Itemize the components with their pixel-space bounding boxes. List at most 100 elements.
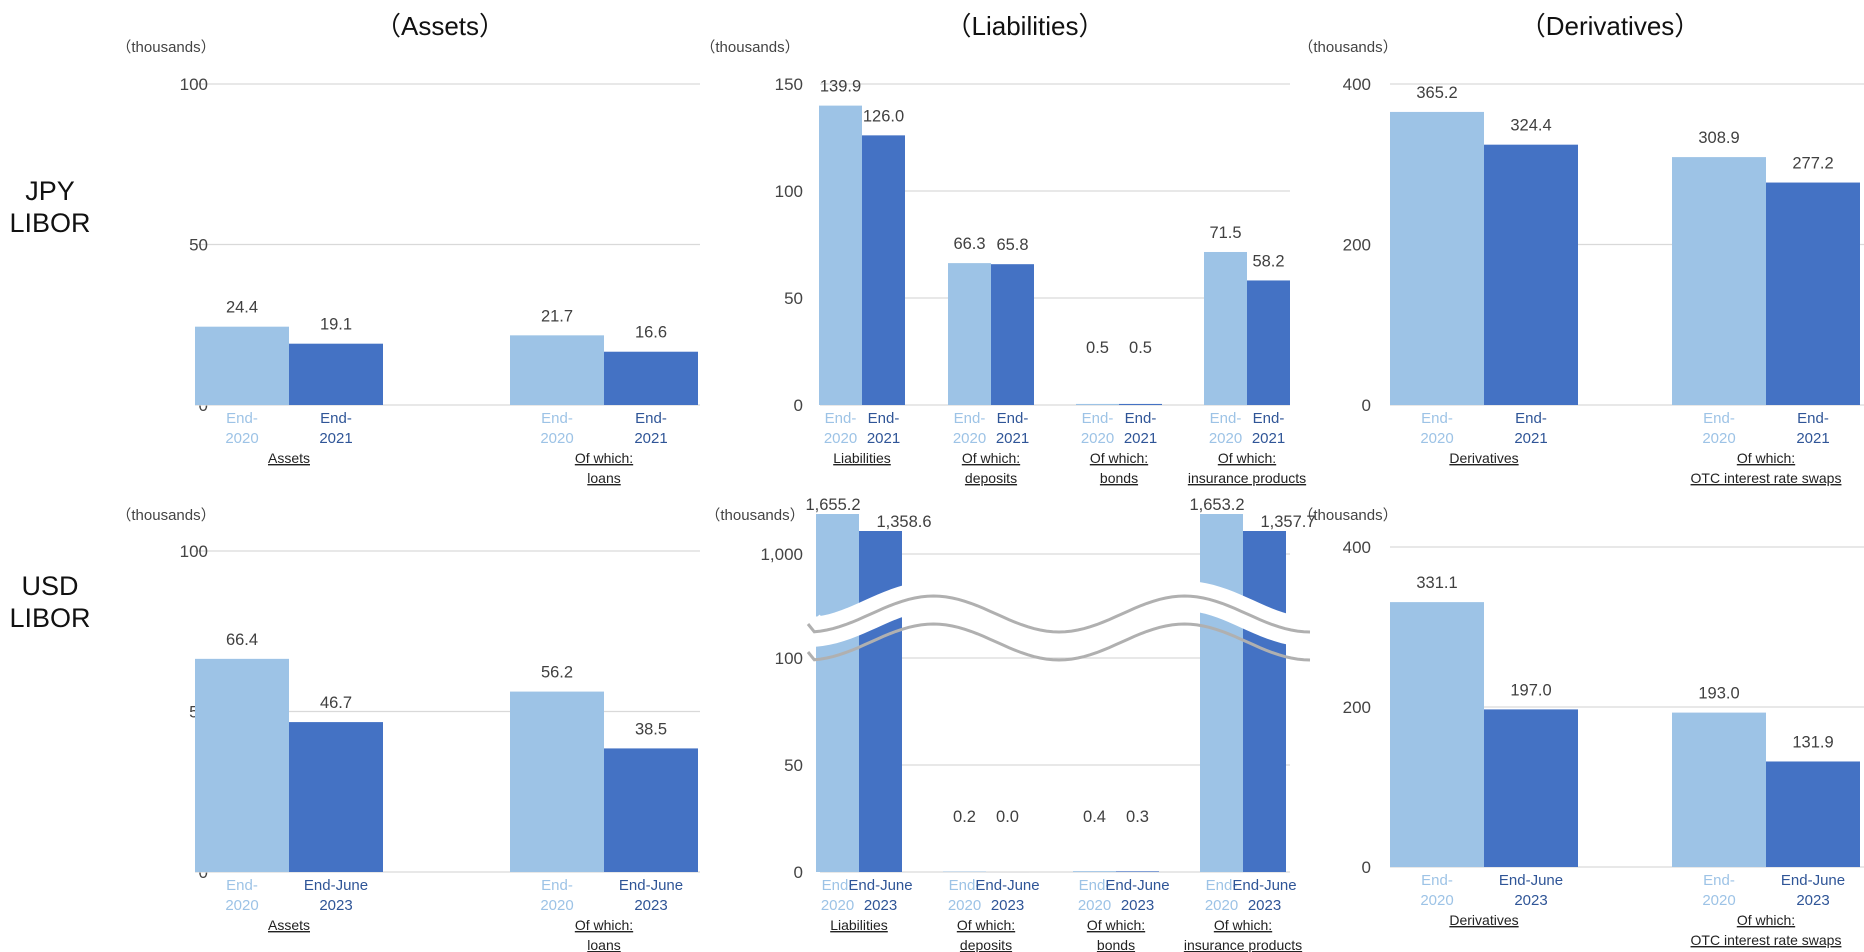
x-series-label: End-2021 [1252, 410, 1285, 447]
data-label: 0.4 [1083, 808, 1106, 826]
y-tick-label: 400 [1343, 75, 1371, 94]
bar-series-1 [1076, 403, 1119, 405]
data-label: 0.2 [953, 808, 976, 826]
y-tick-label: 0 [1362, 858, 1371, 877]
bar-series-2 [289, 343, 383, 405]
bar-series-2 [604, 351, 698, 405]
bar-series-2 [1243, 531, 1286, 872]
x-series-label: End-2020 [1420, 872, 1453, 909]
panel-usd-derivatives: （thousands） 0 200 400 331.1 End-2020 197.0 End-… [1298, 507, 1864, 948]
x-series-label: End-2020 [948, 877, 981, 914]
x-series-label: End-June 2023 [619, 877, 683, 914]
x-series-label: End-2020 [1420, 410, 1453, 447]
data-label: 66.3 [953, 235, 985, 253]
data-label: 38.5 [635, 720, 667, 738]
x-series-label: End-2020 [824, 410, 857, 447]
bar-series-2 [289, 722, 383, 872]
bar-series-1 [948, 263, 991, 405]
unit-label: （thousands） [116, 39, 215, 56]
data-label: 16.6 [635, 324, 667, 342]
x-series-label: End-2020 [1209, 410, 1242, 447]
unit-label: （thousands） [705, 507, 804, 524]
bar-series-2 [1116, 871, 1159, 872]
data-label: 131.9 [1792, 733, 1833, 751]
x-series-label: End-2020 [821, 877, 854, 914]
panel-jpy-derivatives: （thousands） 0 200 400 365.2 End-2020 324.4 End-… [1298, 39, 1864, 486]
x-series-label: End-June 2023 [975, 877, 1039, 914]
group-label: Liabilities [833, 450, 891, 466]
data-label: 65.8 [996, 236, 1028, 254]
group-label: Of which: insurance products [1184, 917, 1302, 952]
y-tick-label: 100 [775, 182, 803, 201]
bar-series-1 [510, 335, 604, 405]
row-label-usd-libor: USD LIBOR [9, 571, 90, 633]
group-label: Assets [268, 917, 310, 933]
unit-label: （thousands） [116, 507, 215, 524]
x-series-label: End-2020 [540, 410, 573, 447]
x-series-label: End-June 2023 [1232, 877, 1296, 914]
group-label: Of which: OTC interest rate swaps [1691, 450, 1842, 486]
bar-series-1 [1200, 514, 1243, 872]
panel-usd-assets: （thousands）05010066.4End-202046.7End-Jun… [116, 507, 700, 952]
axis-break-wave-bottom [806, 622, 1311, 662]
data-label: 1,358.6 [876, 513, 931, 531]
panel-jpy-liabilities: （thousands） 0 50 100 150 139.9 End-2020 126.0 En… [700, 39, 1306, 486]
bar-series-2 [991, 264, 1034, 405]
x-series-label: End-2020 [953, 410, 986, 447]
y-tick-label: 400 [1343, 538, 1371, 557]
column-title-assets: （Assets） [375, 11, 505, 41]
bar-series-2 [862, 135, 905, 406]
x-series-label: End-2021 [867, 410, 900, 447]
column-title-liabilities: （Liabilities） [946, 11, 1105, 41]
y-tick-label: 1,000 [760, 545, 803, 564]
bar-series-2 [1247, 280, 1290, 405]
group-label: Of which: insurance products [1188, 450, 1306, 486]
data-label: 277.2 [1792, 155, 1833, 173]
x-series-label: End-2020 [1702, 872, 1735, 909]
x-series-label: End-June 2023 [1105, 877, 1169, 914]
group-label: Of which: bonds [1087, 917, 1145, 952]
data-label: 71.5 [1209, 224, 1241, 242]
y-tick-label: 0 [1362, 396, 1371, 415]
x-series-label: End-June 2023 [1499, 872, 1563, 909]
bar-group: 139.9 End-2020 126.0 End-2021 Liabilities [819, 78, 905, 466]
data-label: 58.2 [1252, 252, 1284, 270]
x-series-label: End-June 2023 [1781, 872, 1845, 909]
group-label: Of which: loans [575, 450, 633, 486]
data-label: 21.7 [541, 307, 573, 325]
axis-break-wave-top [806, 594, 1311, 634]
x-series-label: End-2020 [1081, 410, 1114, 447]
group-label: Of which: loans [575, 917, 633, 952]
y-tick-label: 50 [189, 236, 208, 255]
data-label: 1,653.2 [1189, 496, 1244, 514]
bar-series-2 [1766, 182, 1860, 405]
data-label: 0.3 [1126, 808, 1149, 826]
y-tick-label: 200 [1343, 236, 1371, 255]
bar-series-1 [816, 514, 859, 872]
data-label: 1,357.7 [1260, 513, 1315, 531]
x-series-label: End-2020 [1205, 877, 1238, 914]
bar-group: 1,655.2 End-2020 1,358.6 End-June 2023 Liabil… [805, 496, 931, 933]
group-label: Of which: bonds [1090, 450, 1148, 486]
y-tick-label: 200 [1343, 698, 1371, 717]
group-label: Of which: deposits [957, 917, 1015, 952]
bar-series-2 [1766, 761, 1860, 867]
data-label: 0.5 [1129, 339, 1152, 357]
bar-series-2 [1119, 403, 1162, 405]
y-tick-label: 100 [180, 75, 208, 94]
bar-series-2 [604, 748, 698, 872]
row-label-jpy-libor: JPY LIBOR [9, 176, 90, 238]
bar-series-2 [1484, 709, 1578, 867]
data-label: 46.7 [320, 694, 352, 712]
data-label: 24.4 [226, 299, 258, 317]
y-tick-label: 150 [775, 75, 803, 94]
panel-usd-liabilities: （thousands） 0 50 100 1,000 1,655.2 End-2020 1,3… [705, 496, 1315, 952]
y-tick-label: 50 [784, 756, 803, 775]
